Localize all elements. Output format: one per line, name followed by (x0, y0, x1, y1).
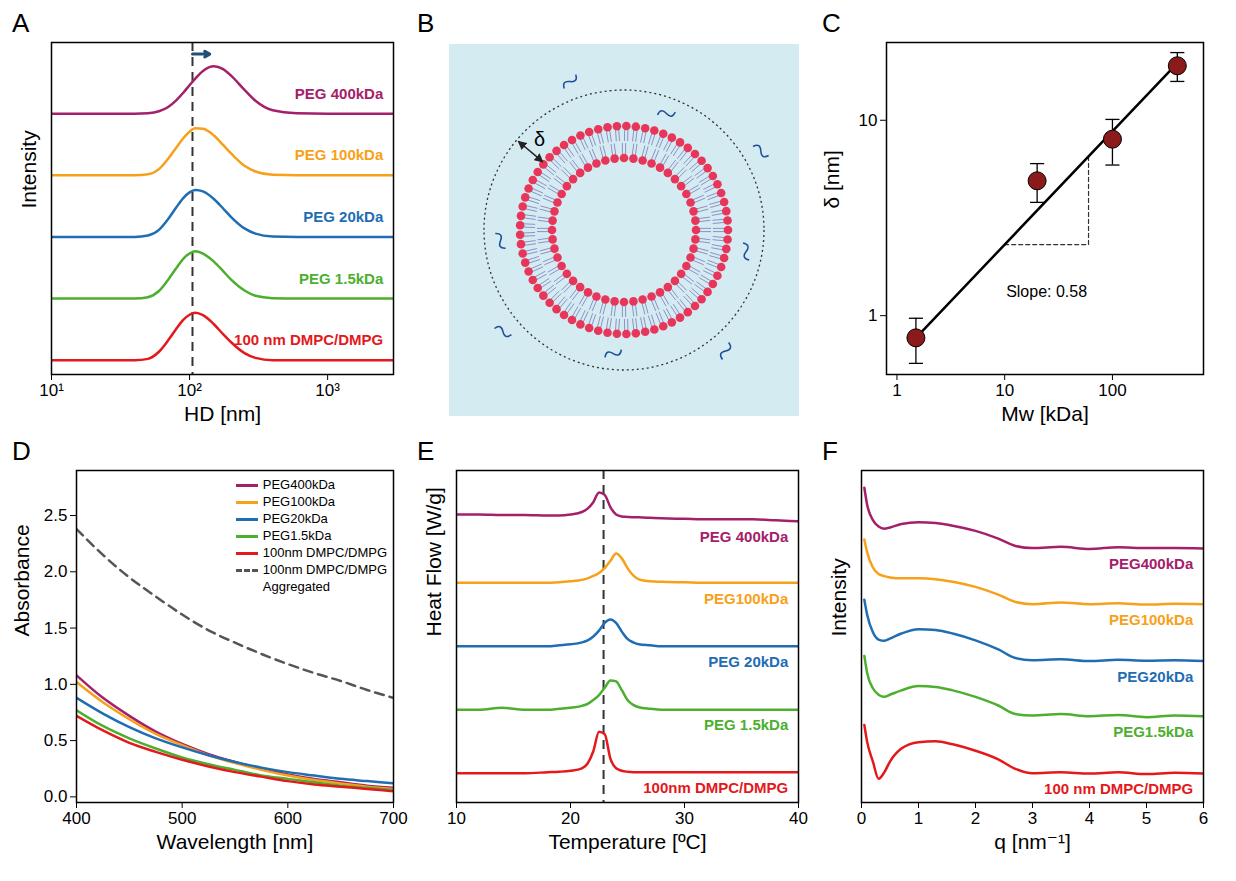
svg-text:Temperature [ºC]: Temperature [ºC] (548, 830, 706, 853)
html-text:D: D (12, 436, 31, 466)
svg-text:δ: δ (534, 128, 545, 150)
svg-text:4: 4 (1085, 809, 1094, 828)
html-text:A: A (12, 8, 30, 38)
svg-text:Intensity: Intensity (17, 130, 40, 209)
svg-text:400: 400 (62, 809, 90, 828)
svg-text:3: 3 (1028, 809, 1037, 828)
svg-text:Mw [kDa]: Mw [kDa] (1001, 402, 1089, 425)
html-text:B: B (417, 8, 435, 38)
svg-text:5: 5 (1142, 809, 1151, 828)
svg-text:0.0: 0.0 (44, 787, 68, 806)
svg-text:PEG 1.5kDa: PEG 1.5kDa (704, 716, 789, 733)
svg-text:700: 700 (379, 809, 407, 828)
svg-text:40: 40 (789, 809, 808, 828)
svg-text:PEG 1.5kDa: PEG 1.5kDa (299, 269, 384, 286)
svg-text:10: 10 (859, 111, 878, 130)
svg-text:600: 600 (274, 809, 302, 828)
svg-text:δ [nm]: δ [nm] (820, 150, 843, 208)
svg-text:1.0: 1.0 (44, 675, 68, 694)
svg-text:100 nm DMPC/DMPG: 100 nm DMPC/DMPG (1044, 780, 1193, 797)
html-text:100nm DMPC/DMPG: 100nm DMPC/DMPG (262, 562, 387, 577)
svg-text:1: 1 (892, 381, 901, 400)
svg-text:0.5: 0.5 (44, 731, 68, 750)
svg-text:1: 1 (914, 809, 923, 828)
svg-text:20: 20 (561, 809, 580, 828)
html-text:PEG100kDa: PEG100kDa (262, 494, 335, 509)
svg-text:PEG100kDa: PEG100kDa (704, 590, 789, 607)
svg-text:10¹: 10¹ (39, 381, 64, 400)
svg-text:2.5: 2.5 (44, 506, 68, 525)
svg-text:100: 100 (1098, 381, 1126, 400)
svg-text:HD [nm]: HD [nm] (184, 402, 261, 425)
svg-text:2.0: 2.0 (44, 562, 68, 581)
html-text:E: E (417, 436, 435, 466)
svg-text:10: 10 (447, 809, 466, 828)
svg-text:6: 6 (1199, 809, 1208, 828)
html-text:Aggregated: Aggregated (262, 579, 330, 594)
svg-text:100nm DMPC/DMPG: 100nm DMPC/DMPG (643, 779, 788, 796)
svg-text:PEG20kDa: PEG20kDa (1117, 668, 1194, 685)
svg-text:PEG100kDa: PEG100kDa (1109, 611, 1194, 628)
html-text:100nm DMPC/DMPG: 100nm DMPC/DMPG (262, 545, 387, 560)
svg-text:0: 0 (857, 809, 866, 828)
svg-text:PEG 20kDa: PEG 20kDa (303, 208, 384, 225)
svg-text:PEG400kDa: PEG400kDa (1109, 555, 1194, 572)
html-text:F: F (822, 436, 838, 466)
svg-text:Intensity: Intensity (827, 558, 850, 637)
svg-text:Wavelength [nm]: Wavelength [nm] (157, 830, 314, 853)
svg-text:Heat Flow [W/g]: Heat Flow [W/g] (422, 487, 445, 636)
svg-text:1: 1 (868, 306, 877, 325)
svg-text:PEG 20kDa: PEG 20kDa (708, 653, 789, 670)
svg-text:PEG 400kDa: PEG 400kDa (700, 528, 789, 545)
svg-text:PEG1.5kDa: PEG1.5kDa (1113, 723, 1194, 740)
svg-text:10³: 10³ (315, 381, 340, 400)
svg-text:q [nm⁻¹]: q [nm⁻¹] (994, 830, 1070, 853)
svg-text:10²: 10² (177, 381, 202, 400)
svg-text:10: 10 (995, 381, 1014, 400)
html-text:C: C (822, 8, 841, 38)
svg-text:1.5: 1.5 (44, 618, 68, 637)
svg-text:500: 500 (168, 809, 196, 828)
html-text:PEG400kDa: PEG400kDa (262, 477, 335, 492)
svg-text:2: 2 (971, 809, 980, 828)
svg-text:100 nm DMPC/DMPG: 100 nm DMPC/DMPG (234, 331, 383, 348)
svg-text:PEG 400kDa: PEG 400kDa (295, 85, 384, 102)
svg-text:Absorbance: Absorbance (10, 524, 33, 636)
svg-text:Slope: 0.58: Slope: 0.58 (1006, 283, 1087, 300)
svg-text:PEG 100kDa: PEG 100kDa (295, 146, 384, 163)
html-text:PEG1.5kDa: PEG1.5kDa (262, 528, 332, 543)
svg-text:30: 30 (675, 809, 694, 828)
html-text:PEG20kDa: PEG20kDa (262, 511, 328, 526)
